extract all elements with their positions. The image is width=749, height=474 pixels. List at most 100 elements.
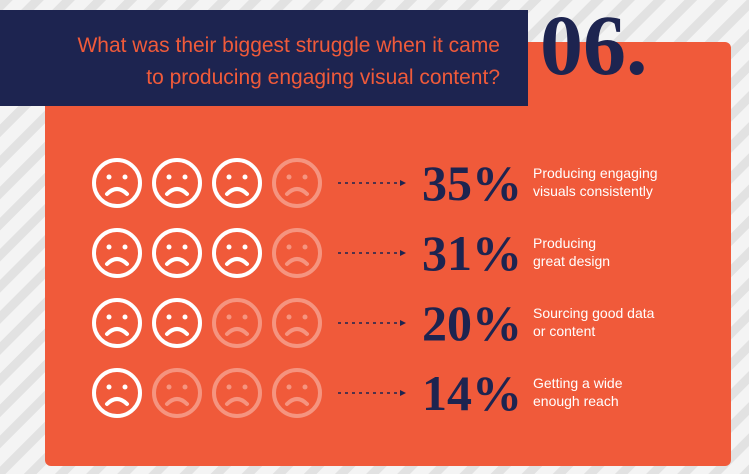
face-mouth <box>285 187 309 196</box>
face-eye <box>166 244 172 250</box>
face-eye <box>302 384 308 390</box>
description-line: visuals consistently <box>533 183 653 199</box>
face-mouth <box>225 257 249 266</box>
sad-face <box>212 158 262 208</box>
face-eye <box>302 314 308 320</box>
face-outline <box>152 228 202 278</box>
panel <box>45 42 731 466</box>
face-eye <box>242 244 248 250</box>
face-eye <box>286 174 292 180</box>
face-outline <box>152 158 202 208</box>
face-outline <box>212 368 262 418</box>
sad-face-faded <box>152 368 202 418</box>
arrow-head <box>400 250 406 256</box>
face-eye <box>166 174 172 180</box>
face-eye <box>106 244 112 250</box>
face-eye <box>302 244 308 250</box>
face-mouth <box>105 327 129 336</box>
face-mouth <box>165 327 189 336</box>
face-outline <box>92 368 142 418</box>
face-eye <box>286 384 292 390</box>
face-eye <box>106 384 112 390</box>
face-eye <box>122 384 128 390</box>
header-box <box>0 10 528 106</box>
sad-face-faded <box>212 368 262 418</box>
face-mouth <box>165 397 189 406</box>
description-line: Producing engaging <box>533 165 658 181</box>
face-outline <box>272 158 322 208</box>
face-mouth <box>165 187 189 196</box>
sad-face <box>152 298 202 348</box>
face-eye <box>106 174 112 180</box>
face-mouth <box>225 397 249 406</box>
question-line: to producing engaging visual content? <box>146 66 500 89</box>
face-outline <box>92 298 142 348</box>
sad-face <box>212 228 262 278</box>
description-line: Sourcing good data <box>533 305 655 321</box>
face-eye <box>182 244 188 250</box>
question-line: What was their biggest struggle when it … <box>77 34 500 57</box>
face-eye <box>182 174 188 180</box>
face-eye <box>226 314 232 320</box>
face-eye <box>182 384 188 390</box>
face-eye <box>166 384 172 390</box>
sad-face <box>92 298 142 348</box>
face-mouth <box>165 257 189 266</box>
arrow-head <box>400 180 406 186</box>
sad-face <box>152 228 202 278</box>
description-line: Producing <box>533 235 596 251</box>
arrow-head <box>400 320 406 326</box>
sad-face <box>92 368 142 418</box>
sad-face <box>92 158 142 208</box>
face-mouth <box>285 257 309 266</box>
face-outline <box>92 228 142 278</box>
header-number: 06. <box>540 0 648 93</box>
face-eye <box>182 314 188 320</box>
percent: 20% <box>422 295 522 351</box>
face-outline <box>152 368 202 418</box>
face-eye <box>286 244 292 250</box>
face-eye <box>226 244 232 250</box>
face-eye <box>242 174 248 180</box>
sad-face-faded <box>212 298 262 348</box>
face-mouth <box>105 257 129 266</box>
description-line: great design <box>533 253 610 269</box>
face-outline <box>212 298 262 348</box>
face-eye <box>242 384 248 390</box>
face-eye <box>302 174 308 180</box>
description-line: Getting a wide <box>533 375 623 391</box>
face-outline <box>152 298 202 348</box>
percent: 31% <box>422 225 522 281</box>
sad-face-faded <box>272 298 322 348</box>
face-mouth <box>285 327 309 336</box>
face-mouth <box>105 397 129 406</box>
sad-face-faded <box>272 158 322 208</box>
face-mouth <box>105 187 129 196</box>
sad-face-faded <box>272 368 322 418</box>
percent: 35% <box>422 155 522 211</box>
face-outline <box>92 158 142 208</box>
face-outline <box>212 228 262 278</box>
arrow-head <box>400 390 406 396</box>
sad-face <box>152 158 202 208</box>
face-eye <box>166 314 172 320</box>
face-eye <box>242 314 248 320</box>
percent: 14% <box>422 365 522 421</box>
face-mouth <box>225 187 249 196</box>
face-outline <box>272 228 322 278</box>
face-eye <box>122 314 128 320</box>
face-outline <box>272 298 322 348</box>
sad-face <box>92 228 142 278</box>
face-eye <box>106 314 112 320</box>
face-outline <box>212 158 262 208</box>
face-eye <box>286 314 292 320</box>
description-line: enough reach <box>533 393 619 409</box>
description-line: or content <box>533 323 595 339</box>
face-eye <box>226 384 232 390</box>
face-eye <box>226 174 232 180</box>
face-eye <box>122 174 128 180</box>
face-outline <box>272 368 322 418</box>
face-mouth <box>225 327 249 336</box>
